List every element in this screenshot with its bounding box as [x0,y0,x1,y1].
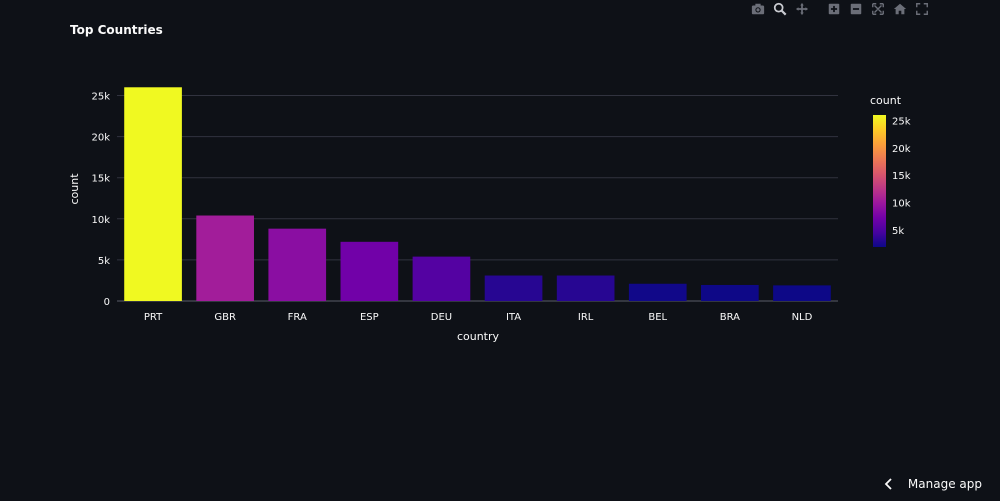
bars [124,87,831,301]
y-axis-ticks: 0 5k 10k 15k 20k 25k [91,92,110,309]
zoom-out-icon[interactable] [847,1,865,17]
x-tick-label: ESP [360,312,379,323]
chevron-left-icon [884,478,892,490]
colorbar-ticks: 5k 10k 15k 20k 25k [892,116,911,237]
colorbar [873,115,886,247]
y-axis-title: count [68,173,81,205]
colorbar-tick-label: 15k [892,171,911,182]
y-tick-label: 20k [91,133,110,144]
colorbar-tick-label: 20k [892,144,911,155]
x-tick-label: DEU [431,312,452,323]
bar-irl[interactable] [556,275,615,301]
autoscale-icon[interactable] [869,1,887,17]
x-tick-label: BRA [720,312,740,323]
bar-bra[interactable] [701,284,759,301]
colorbar-tick-label: 5k [892,226,904,237]
y-tick-label: 10k [91,215,110,226]
manage-app-button[interactable]: Manage app [884,477,982,491]
bar-deu[interactable] [412,256,471,301]
fullscreen-icon[interactable] [913,1,931,17]
x-axis-ticks: PRT GBR FRA ESP DEU ITA IRL BEL BRA NLD [144,312,813,323]
x-tick-label: BEL [648,312,667,323]
x-tick-label: GBR [214,312,236,323]
bar-prt[interactable] [124,87,182,301]
colorbar-tick-label: 10k [892,199,911,210]
y-tick-label: 15k [91,174,110,185]
bar-gbr[interactable] [196,215,254,301]
bar-nld[interactable] [773,285,831,301]
zoom-icon[interactable] [771,1,789,17]
x-axis-title: country [457,330,500,343]
colorbar-tick-label: 25k [892,116,911,127]
x-tick-label: NLD [792,312,813,323]
x-tick-label: ITA [506,312,521,323]
bar-esp[interactable] [340,241,399,301]
modebar [749,1,931,17]
y-tick-label: 0 [104,297,110,308]
y-tick-label: 5k [98,256,110,267]
x-tick-label: FRA [288,312,307,323]
x-tick-label: PRT [144,312,163,323]
manage-app-label: Manage app [907,477,982,491]
pan-icon[interactable] [793,1,811,17]
bar-bel[interactable] [628,283,687,301]
y-tick-label: 25k [91,92,110,103]
home-icon[interactable] [891,1,909,17]
zoom-in-icon[interactable] [825,1,843,17]
camera-icon[interactable] [749,1,767,17]
colorbar-title: count [870,94,902,107]
chart-title: Top Countries [70,23,163,37]
bar-ita[interactable] [484,275,543,301]
bar-fra[interactable] [268,228,327,301]
x-tick-label: IRL [578,312,594,323]
